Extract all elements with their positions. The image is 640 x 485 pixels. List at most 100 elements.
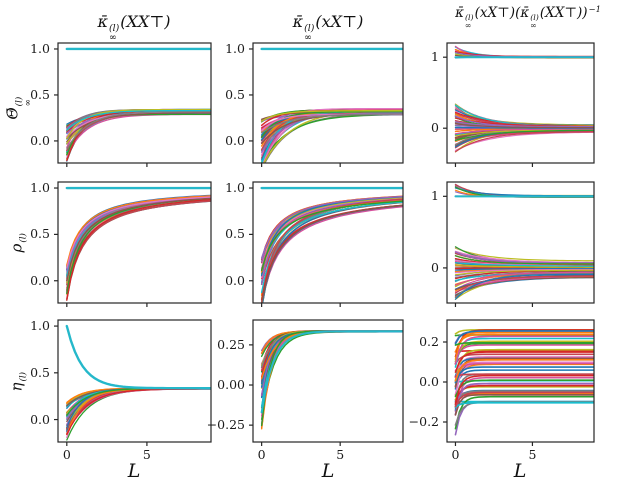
series-line — [454, 123, 594, 129]
kappa-arg: (XX⊤) — [120, 12, 171, 31]
series-line — [66, 197, 211, 282]
series-line — [66, 197, 211, 295]
series-line — [454, 131, 594, 153]
panel-theta-ratio — [441, 37, 600, 169]
series-line — [454, 385, 594, 401]
series-line — [260, 198, 403, 300]
column-title-kappa-xXT: κ̄ (l) ∞ (xX⊤) — [293, 12, 364, 43]
panel-rho-xxt — [52, 176, 217, 309]
panel-rho-xxt-cross — [247, 176, 409, 309]
series-line — [454, 392, 594, 397]
kappa-arg: (xX⊤) — [474, 5, 516, 22]
plot-border — [252, 181, 404, 304]
panel-theta-xxt-cross — [247, 37, 409, 169]
y-tick-label: 0.0 — [30, 272, 50, 288]
paren-close: ) — [582, 5, 588, 22]
kappa-base: κ̄ — [455, 5, 464, 22]
panel-theta-xxt — [52, 37, 217, 169]
kappa-base: κ̄ — [97, 12, 108, 31]
series-line — [66, 199, 211, 284]
series-line — [454, 369, 594, 390]
x-tick-label: 5 — [528, 447, 537, 462]
series-line — [454, 382, 594, 415]
column-title-kappa-XXT: κ̄ (l) ∞ (XX⊤) — [97, 12, 170, 43]
kappa-sub: ∞ — [108, 32, 117, 44]
series-line — [66, 197, 211, 292]
x-tick-label: 5 — [142, 447, 151, 462]
series-line — [261, 205, 403, 303]
x-tick-label: 0 — [257, 447, 266, 462]
y-tick-label: 0.5 — [225, 226, 245, 242]
plot-svg-theta-xxt — [54, 42, 212, 167]
series-line — [66, 110, 211, 150]
kappa-base: κ̄ — [520, 5, 530, 22]
kappa-sub: ∞ — [304, 32, 312, 44]
series-line — [454, 275, 594, 294]
series-line — [454, 269, 594, 276]
kappa-sub: ∞ — [530, 21, 537, 31]
series-line — [454, 331, 594, 361]
series-line — [454, 129, 594, 142]
x-tick-label: 0 — [451, 447, 460, 462]
y-tick-label: 0.0 — [30, 411, 50, 427]
series-line — [454, 379, 594, 398]
x-tick-label: 5 — [336, 447, 345, 462]
panel-eta-ratio — [441, 314, 600, 448]
series-line — [454, 358, 594, 382]
series-line — [260, 198, 403, 303]
series-line — [66, 198, 211, 284]
kappa-sup: (l) — [108, 22, 120, 34]
series-line — [454, 376, 594, 412]
series-line — [454, 366, 594, 384]
series-line — [66, 200, 211, 292]
series-line — [454, 357, 594, 387]
series-line — [454, 344, 594, 363]
series-line — [260, 330, 403, 414]
plot-svg-rho-xxt — [54, 181, 212, 307]
y-tick-label: 0.5 — [30, 226, 50, 242]
series-line — [454, 401, 594, 426]
kappa-sup: (l) — [304, 22, 315, 34]
series-line — [454, 251, 594, 264]
kappa-base: κ̄ — [292, 12, 304, 31]
series-line — [454, 383, 594, 416]
kappa-term: κ̄ (l) ∞ — [97, 12, 120, 43]
series-line — [260, 201, 403, 294]
series-line — [454, 391, 594, 408]
series-line — [454, 262, 594, 267]
series-line — [66, 200, 211, 291]
series-line — [66, 195, 211, 266]
series-line — [260, 198, 403, 301]
series-line — [454, 400, 594, 436]
plot-svg-theta-xxt-cross — [249, 42, 404, 167]
plot-svg-eta-ratio — [443, 319, 595, 446]
series-line — [454, 273, 594, 300]
y-tick-label: 0.2 — [419, 334, 439, 349]
kappa-sup: (l) — [530, 13, 539, 23]
series-line — [66, 199, 211, 289]
plot-border — [252, 319, 404, 443]
kappa-sup: (l) — [464, 13, 474, 23]
series-line — [454, 363, 594, 388]
column-title-kappa-ratio: κ̄ (l) ∞ (xX⊤)(κ̄ (l) ∞ (XX⊤))−1 — [455, 4, 601, 30]
kappa-term: κ̄ (l) ∞ — [455, 5, 474, 30]
y-tick-label: 0.5 — [30, 364, 50, 380]
kappa-arg-2: (XX⊤) — [539, 5, 583, 22]
x-tick-label: 0 — [62, 447, 71, 462]
panel-rho-ratio — [441, 176, 600, 309]
series-line — [454, 268, 594, 271]
series-line — [454, 373, 594, 378]
y-tick-label: 0.00 — [217, 377, 245, 392]
series-line — [66, 197, 211, 291]
plot-svg-eta-xxt-cross — [249, 319, 404, 446]
inverse-exponent: −1 — [588, 4, 601, 14]
y-tick-label: 0.0 — [30, 132, 50, 148]
plot-border — [446, 181, 595, 304]
y-tick-label: 0.0 — [225, 272, 245, 288]
plot-svg-theta-ratio — [443, 42, 595, 167]
series-line — [454, 115, 594, 128]
series-line — [454, 351, 594, 373]
y-tick-label: 1.0 — [30, 40, 50, 56]
series-line — [454, 356, 594, 379]
